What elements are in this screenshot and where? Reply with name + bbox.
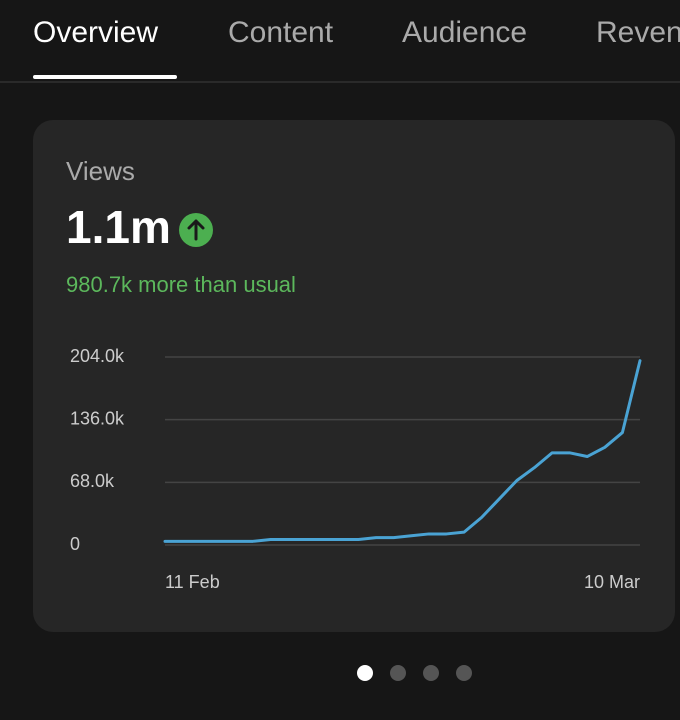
tab[interactable]: Overview: [33, 16, 158, 49]
page-dot-active[interactable]: [357, 665, 373, 681]
y-tick-label: 0: [70, 534, 80, 554]
y-tick-label: 136.0k: [70, 408, 125, 428]
comparison: 980.7k more than usual: [66, 272, 296, 297]
divider: [0, 81, 680, 83]
card: [33, 120, 675, 632]
x-tick-label: 10 Mar: [584, 572, 640, 592]
tab[interactable]: Revenue: [596, 16, 680, 49]
page-dot[interactable]: [456, 665, 472, 681]
tab-underline: [33, 75, 177, 79]
page-dot[interactable]: [390, 665, 406, 681]
page-dot[interactable]: [423, 665, 439, 681]
tab[interactable]: Audience: [402, 16, 527, 49]
plot: 0 68.0k 136.0k 204.0k 11 Feb 10 Mar: [70, 346, 642, 592]
tab-bar: Overview Content Audience Revenue: [33, 16, 680, 49]
line-series: [163, 359, 642, 543]
up-arrow: [187, 219, 205, 241]
tab[interactable]: Content: [228, 16, 334, 49]
total: 1.1m: [66, 201, 171, 253]
x-tick-label: 11 Feb: [165, 572, 220, 592]
y-tick-label: 68.0k: [70, 471, 115, 491]
y-tick-label: 204.0k: [70, 346, 125, 366]
card-title: Views: [66, 156, 135, 186]
